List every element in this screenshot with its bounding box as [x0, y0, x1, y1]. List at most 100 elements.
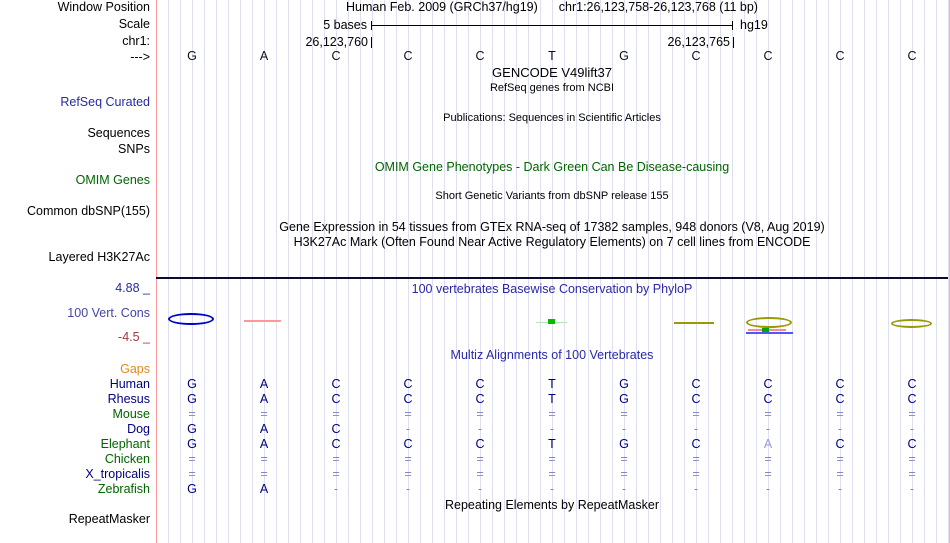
track-title-refseq-ncbi[interactable]: RefSeq genes from NCBI: [489, 82, 615, 94]
alignment-base: C: [691, 437, 701, 451]
alignment-base: -: [477, 482, 483, 496]
alignment-base: -: [693, 482, 699, 496]
alignment-base: G: [619, 437, 629, 451]
phylop-mark-col11-ellipse: [891, 319, 932, 328]
alignment-base: C: [475, 377, 485, 391]
track-title-phylop[interactable]: 100 vertebrates Basewise Conservation by…: [411, 282, 693, 296]
alignment-base: =: [332, 407, 340, 421]
track-title-multiz[interactable]: Multiz Alignments of 100 Vertebrates: [450, 348, 654, 362]
track-label-common-dbsnp[interactable]: Common dbSNP(155): [27, 204, 150, 218]
track-label-gaps[interactable]: Gaps: [120, 362, 150, 376]
alignment-base: =: [836, 407, 844, 421]
alignment-base: -: [909, 482, 915, 496]
ruler-base: A: [259, 49, 269, 63]
genome-version-label: hg19: [740, 18, 768, 32]
coordinate-right-tick: [733, 37, 734, 48]
alignment-base: =: [692, 452, 700, 466]
species-label-chicken[interactable]: Chicken: [104, 452, 150, 466]
track-label-sequences[interactable]: Sequences: [87, 126, 150, 140]
alignment-base: C: [331, 422, 341, 436]
alignment-base: G: [187, 437, 197, 451]
ruler-base: C: [763, 49, 773, 63]
ruler-base: C: [475, 49, 485, 63]
alignment-base: =: [836, 467, 844, 481]
alignment-base: =: [548, 407, 556, 421]
species-label-zebrafish[interactable]: Zebrafish: [97, 482, 150, 496]
alignment-base: -: [405, 482, 411, 496]
alignment-base: -: [693, 422, 699, 436]
track-label-refseq-curated[interactable]: RefSeq Curated: [60, 95, 150, 109]
track-separator: [156, 277, 948, 279]
alignment-base: C: [475, 437, 485, 451]
alignment-base: A: [259, 422, 269, 436]
alignment-base: =: [188, 467, 196, 481]
alignment-base: C: [907, 392, 917, 406]
alignment-base: =: [620, 467, 628, 481]
coordinate-right-label: 26,123,765: [667, 35, 730, 49]
alignment-base: =: [764, 452, 772, 466]
alignment-base: -: [837, 422, 843, 436]
track-label-layered-h3k27ac[interactable]: Layered H3K27Ac: [48, 250, 150, 264]
alignment-base: C: [691, 377, 701, 391]
alignment-base: A: [259, 482, 269, 496]
alignment-base: =: [836, 452, 844, 466]
alignment-base: =: [908, 467, 916, 481]
label-scale: Scale: [118, 17, 150, 31]
alignment-base: C: [403, 392, 413, 406]
species-label-mouse[interactable]: Mouse: [112, 407, 150, 421]
phylop-mark-col9-ellipse: [746, 317, 792, 328]
track-title-dbsnp-release[interactable]: Short Genetic Variants from dbSNP releas…: [435, 190, 669, 202]
track-grid[interactable]: [156, 0, 950, 543]
alignment-base: C: [403, 437, 413, 451]
alignment-base: C: [763, 392, 773, 406]
alignment-base: G: [619, 392, 629, 406]
conservation-min-label: -4.5 _: [118, 330, 150, 344]
ruler-base: G: [187, 49, 197, 63]
alignment-base: -: [765, 482, 771, 496]
alignment-base: -: [837, 482, 843, 496]
alignment-base: C: [835, 392, 845, 406]
alignment-base: C: [331, 392, 341, 406]
label-window-position: Window Position: [57, 0, 150, 14]
species-label-elephant[interactable]: Elephant: [100, 437, 150, 451]
track-title-gencode[interactable]: GENCODE V49lift37: [492, 65, 612, 80]
alignment-base: -: [549, 482, 555, 496]
species-label-human[interactable]: Human: [109, 377, 150, 391]
track-title-publications[interactable]: Publications: Sequences in Scientific Ar…: [443, 112, 661, 124]
species-label-x_tropicalis[interactable]: X_tropicalis: [85, 467, 150, 481]
assembly-label: Human Feb. 2009 (GRCh37/hg19): [346, 0, 538, 14]
track-label-snps[interactable]: SNPs: [118, 142, 150, 156]
ruler-base: C: [907, 49, 917, 63]
alignment-base: =: [404, 467, 412, 481]
position-range-label: chr1:26,123,758-26,123,768 (11 bp): [558, 0, 758, 14]
track-title-omim-phenotypes[interactable]: OMIM Gene Phenotypes - Dark Green Can Be…: [374, 160, 730, 174]
alignment-base: =: [764, 407, 772, 421]
alignment-base: A: [259, 377, 269, 391]
alignment-base: -: [549, 422, 555, 436]
track-title-repeatmasker[interactable]: Repeating Elements by RepeatMasker: [444, 498, 659, 512]
alignment-base: =: [332, 467, 340, 481]
alignment-base: C: [691, 392, 701, 406]
species-label-rhesus[interactable]: Rhesus: [107, 392, 150, 406]
alignment-base: G: [187, 422, 197, 436]
species-label-dog[interactable]: Dog: [127, 422, 150, 436]
track-title-gtex[interactable]: Gene Expression in 54 tissues from GTEx …: [279, 220, 825, 234]
track-label-omim-genes[interactable]: OMIM Genes: [75, 173, 150, 187]
alignment-base: -: [765, 422, 771, 436]
alignment-base: G: [187, 377, 197, 391]
window-position-header: Human Feb. 2009 (GRCh37/hg19) chr1:26,12…: [156, 1, 948, 14]
scale-bar-right-tick: [732, 21, 733, 30]
track-title-h3k27ac[interactable]: H3K27Ac Mark (Often Found Near Active Re…: [293, 235, 811, 249]
scale-value-label: 5 bases: [323, 18, 367, 32]
coordinate-left-label: 26,123,760: [305, 35, 368, 49]
alignment-base: C: [907, 377, 917, 391]
strand-arrow-label: --->: [130, 50, 150, 64]
phylop-mark-col9-blueline: [746, 332, 793, 334]
alignment-base: -: [621, 482, 627, 496]
track-label-100-vert-cons[interactable]: 100 Vert. Cons: [67, 306, 150, 320]
track-label-repeatmasker[interactable]: RepeatMasker: [68, 512, 150, 526]
alignment-base: =: [692, 467, 700, 481]
alignment-base: =: [260, 407, 268, 421]
phylop-mark-col6-dot: [548, 319, 555, 324]
